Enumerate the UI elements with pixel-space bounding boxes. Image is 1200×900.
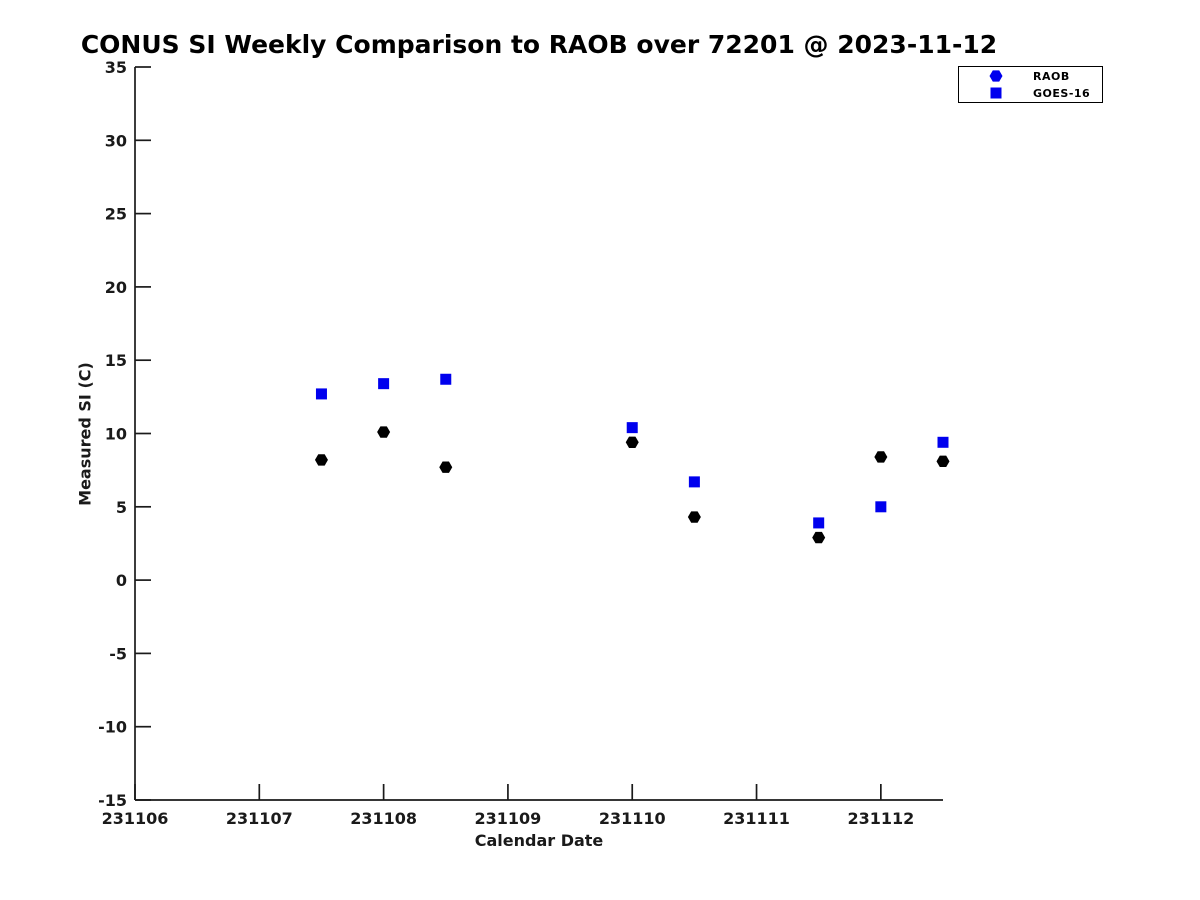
marker-goes-16	[315, 388, 327, 400]
y-axis-label: Measured SI (C)	[75, 362, 95, 506]
marker-raob	[812, 531, 826, 544]
x-tick-label: 231112	[847, 809, 914, 828]
y-tick-label: -15	[98, 791, 127, 810]
y-tick-label: 5	[116, 498, 127, 517]
legend-label-raob: RAOB	[1033, 69, 1070, 83]
y-tick-label: -5	[109, 644, 127, 663]
marker-goes-16	[626, 422, 638, 434]
y-tick-label: 30	[105, 131, 127, 150]
x-tick-label: 231107	[226, 809, 293, 828]
y-tick-label: 20	[105, 278, 127, 297]
y-tick-label: 0	[116, 571, 127, 590]
x-axis-label: Calendar Date	[474, 831, 604, 850]
x-tick-label: 231106	[102, 809, 169, 828]
raob-hexagon-icon	[989, 70, 1003, 82]
chart-title: CONUS SI Weekly Comparison to RAOB over …	[80, 30, 998, 59]
y-tick-label: 15	[105, 351, 127, 370]
legend-entry-goes16: GOES-16	[959, 85, 1102, 101]
marker-raob	[625, 436, 639, 448]
marker-raob	[314, 454, 328, 466]
goes16-square-icon	[990, 87, 1002, 99]
x-tick-label: 231109	[475, 809, 542, 828]
y-tick-label: 35	[105, 58, 127, 77]
y-tick-label: -10	[98, 718, 127, 737]
legend-label-goes16: GOES-16	[1033, 86, 1091, 100]
y-tick-label: 10	[105, 425, 127, 444]
legend-entry-raob: RAOB	[959, 68, 1102, 84]
y-tick-label: 25	[105, 205, 127, 224]
marker-raob	[439, 461, 453, 473]
marker-raob	[936, 455, 950, 468]
marker-goes-16	[688, 476, 700, 488]
marker-goes-16	[875, 501, 887, 513]
marker-goes-16	[440, 373, 452, 385]
marker-raob	[687, 511, 701, 523]
marker-raob	[874, 451, 888, 463]
marker-raob	[377, 426, 391, 438]
x-tick-label: 231111	[723, 809, 790, 828]
marker-goes-16	[378, 378, 390, 390]
legend: RAOB GOES-16	[958, 66, 1103, 103]
x-tick-label: 231108	[350, 809, 417, 828]
x-tick-label: 231110	[599, 809, 666, 828]
marker-goes-16	[937, 436, 949, 448]
marker-goes-16	[813, 517, 825, 529]
